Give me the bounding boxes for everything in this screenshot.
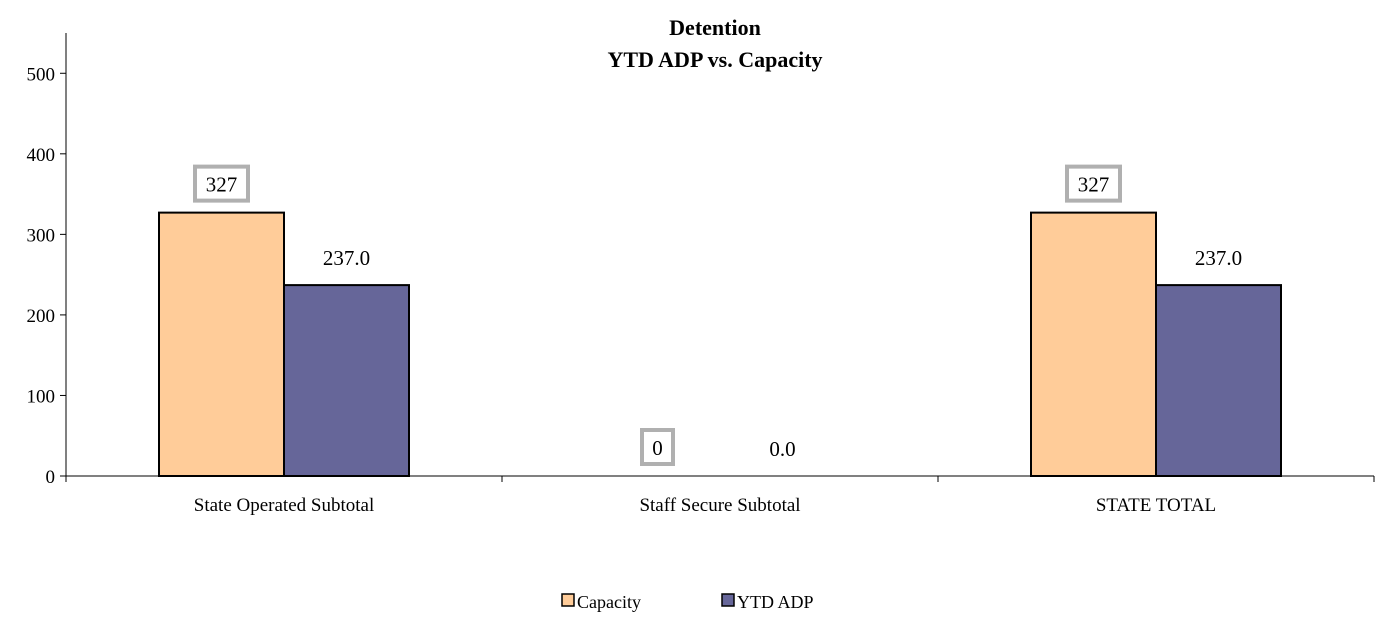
data-label: 0 [652, 436, 663, 460]
plot-area: 0 100 200 300 400 500 State Operated Subtotal 3… [27, 33, 1375, 516]
y-tick-label: 200 [27, 306, 56, 327]
y-tick-label: 500 [27, 64, 56, 85]
chart-subtitle: YTD ADP vs. Capacity [607, 47, 822, 72]
y-tick-label: 300 [27, 225, 56, 246]
y-tick-label: 100 [27, 386, 56, 407]
bar [283, 284, 410, 477]
x-category-label: State Operated Subtotal [194, 495, 374, 516]
data-label-box [640, 428, 675, 466]
data-label: 237.0 [323, 246, 370, 270]
bar [1030, 211, 1157, 477]
legend-swatch [561, 593, 575, 607]
legend-swatch [721, 593, 735, 607]
y-tick-label: 0 [46, 467, 56, 488]
bar [1155, 284, 1282, 477]
data-label: 237.0 [1195, 246, 1242, 270]
x-category-label: STATE TOTAL [1096, 495, 1216, 516]
y-tick-label: 400 [27, 145, 56, 166]
legend-label: YTD ADP [737, 592, 814, 612]
data-label: 327 [206, 173, 238, 197]
chart-title: Detention [669, 15, 761, 40]
x-category-label: Staff Secure Subtotal [639, 495, 800, 516]
legend: Capacity YTD ADP [561, 592, 814, 612]
legend-label: Capacity [577, 592, 641, 612]
data-label-box [193, 164, 250, 203]
data-label: 0.0 [769, 437, 795, 461]
data-label-box [1065, 164, 1122, 203]
data-label: 327 [1078, 173, 1110, 197]
bar [158, 211, 285, 477]
